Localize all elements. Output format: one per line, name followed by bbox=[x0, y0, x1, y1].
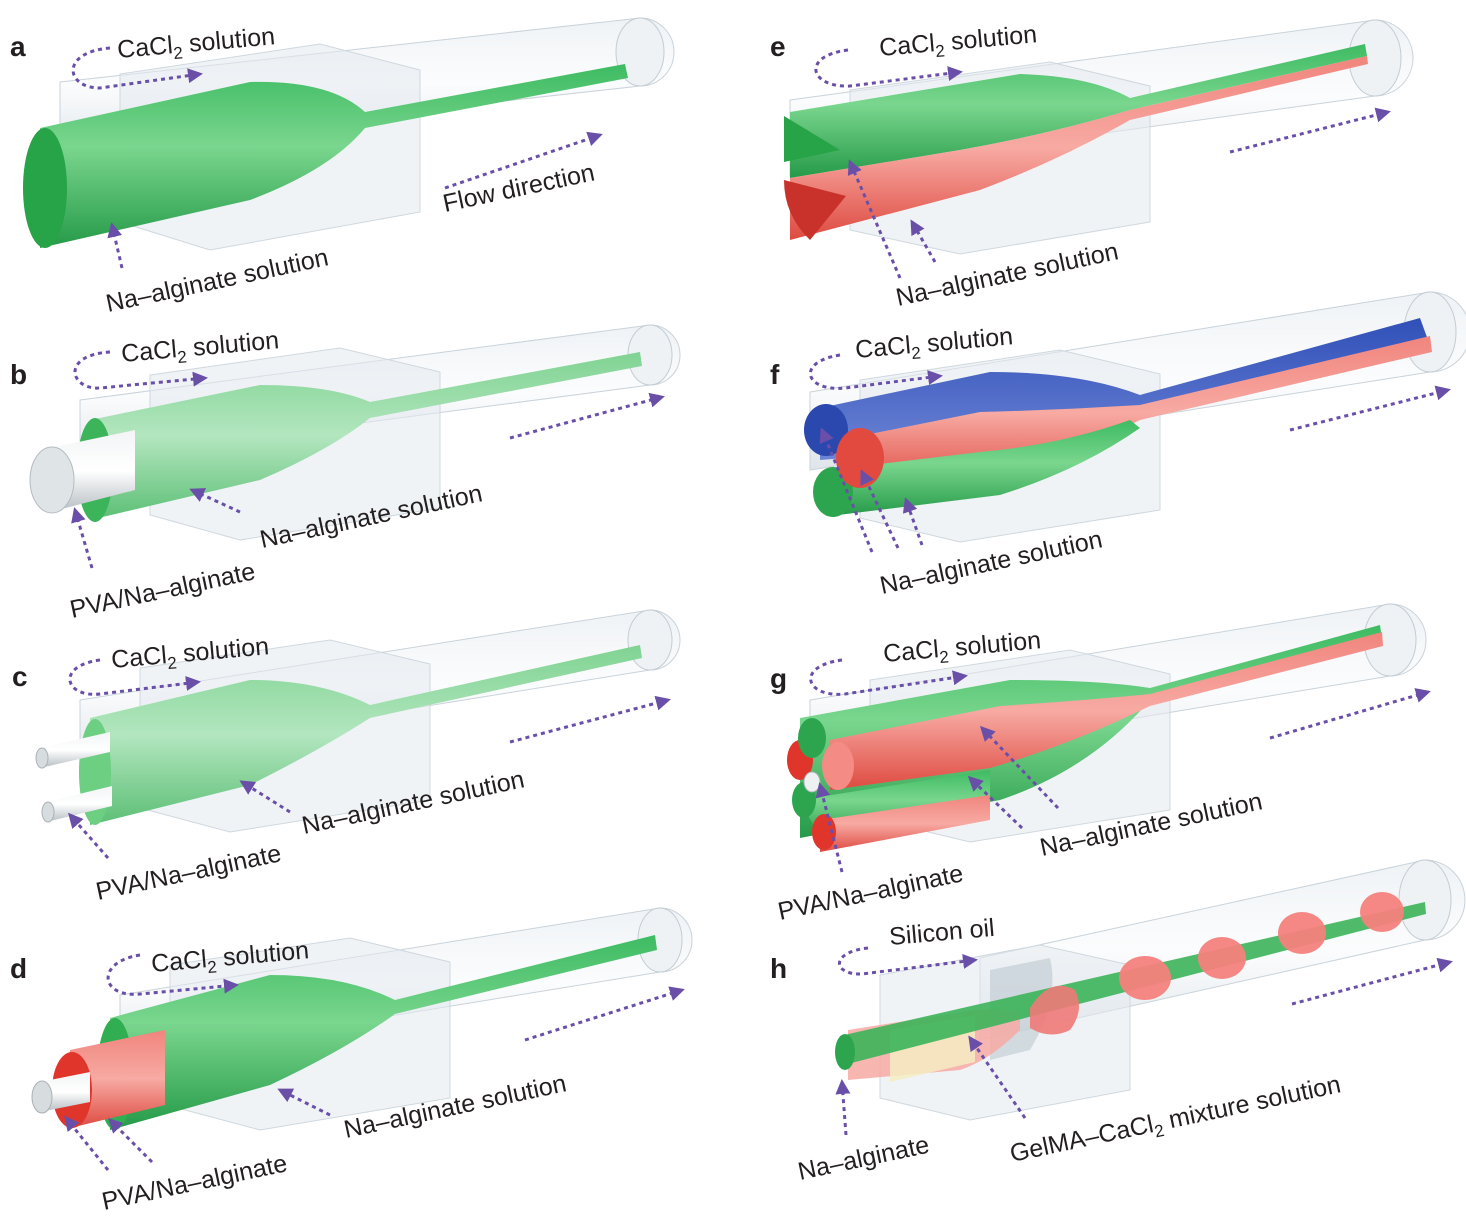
flow-arrow-h bbox=[1291, 957, 1453, 1006]
flow-direction-label: Flow direction bbox=[440, 158, 597, 217]
pva-label-c: PVA/Na–alginate bbox=[93, 839, 283, 906]
cacl2-label-d: CaCl2 solution bbox=[150, 936, 310, 982]
cacl2-label-f: CaCl2 solution bbox=[854, 322, 1014, 368]
pva-arrow-c bbox=[68, 812, 110, 859]
panel-label-b: b bbox=[10, 359, 27, 390]
cacl2-label-g: CaCl2 solution bbox=[882, 626, 1042, 672]
na-arrow-d bbox=[277, 1088, 331, 1117]
pva-arrow-d-1 bbox=[64, 1115, 110, 1171]
pva-arrow-d-2 bbox=[107, 1117, 154, 1164]
panel-g: g CaCl2 solution Na–alginate solution PV… bbox=[770, 603, 1431, 926]
cacl2-label-a: CaCl2 solution bbox=[116, 22, 276, 68]
flow-arrow-f bbox=[1289, 385, 1451, 432]
cacl2-swirl-a bbox=[71, 46, 203, 90]
panel-d: d CaCl2 solution Na–alginate solution PV… bbox=[10, 907, 693, 1216]
panel-h: h Silicon oil Na–alginate GelMA–CaCl2 mi… bbox=[770, 859, 1466, 1186]
panel-label-d: d bbox=[10, 953, 27, 984]
panel-label-a: a bbox=[10, 31, 26, 62]
panel-label-e: e bbox=[770, 31, 786, 62]
pva-label-d: PVA/Na–alginate bbox=[99, 1149, 289, 1216]
pva-label-g: PVA/Na–alginate bbox=[775, 859, 965, 926]
two-phase-stream-e bbox=[784, 44, 1368, 240]
flow-arrow-c bbox=[509, 695, 671, 744]
alginate-stream-a bbox=[23, 64, 628, 248]
na-arrow-e-1 bbox=[847, 159, 902, 279]
multi-stream-g bbox=[787, 625, 1383, 852]
na-arrow-f-2 bbox=[860, 469, 900, 549]
gelma-droplets-h bbox=[1119, 892, 1404, 1000]
panel-c: c CaCl2 solution Na–alginate solution PV… bbox=[12, 609, 681, 906]
na-label-a: Na–alginate solution bbox=[103, 243, 330, 317]
pva-inner-tube-b bbox=[29, 430, 135, 514]
gel-arrow-h bbox=[968, 1035, 1027, 1119]
panel-label-f: f bbox=[770, 359, 780, 390]
na-arrow-c bbox=[239, 780, 291, 814]
oil-swirl-h bbox=[838, 946, 978, 976]
panel-label-g: g bbox=[770, 663, 787, 694]
na-arrow-h bbox=[835, 1079, 851, 1136]
na-alginate-label-h: Na–alginate bbox=[795, 1131, 931, 1186]
flow-arrow-a bbox=[444, 131, 603, 190]
na-label-e: Na–alginate solution bbox=[893, 237, 1120, 311]
panel-e: e CaCl2 solution Na–alginate solution bbox=[770, 19, 1414, 312]
panel-label-h: h bbox=[770, 953, 787, 984]
cacl2-swirl-g bbox=[809, 658, 968, 696]
flow-arrow-d bbox=[524, 986, 685, 1042]
cacl2-swirl-b bbox=[73, 350, 208, 390]
pva-arrow-b bbox=[71, 507, 94, 569]
cacl2-swirl-c bbox=[68, 658, 201, 696]
cacl2-swirl-f bbox=[808, 353, 943, 390]
pva-tube-d bbox=[31, 1030, 165, 1128]
flow-arrow-b bbox=[509, 392, 665, 440]
panel-b: b CaCl2 solution Na–alginate solution PV… bbox=[10, 324, 681, 624]
flow-arrow-e bbox=[1229, 107, 1391, 154]
flow-arrow-g bbox=[1269, 688, 1431, 740]
pva-label-b: PVA/Na–alginate bbox=[67, 557, 257, 624]
na-arrow-f-1 bbox=[819, 427, 874, 553]
na-arrow-b bbox=[189, 488, 241, 514]
panel-f: f CaCl2 solution Na–alginate solution bbox=[770, 291, 1466, 600]
pva-tubes-c bbox=[35, 732, 112, 823]
pva-arrow-g bbox=[815, 782, 844, 873]
na-arrow-g-1 bbox=[979, 725, 1060, 810]
silicon-oil-label: Silicon oil bbox=[888, 914, 996, 951]
panel-label-c: c bbox=[12, 661, 28, 692]
panel-a: a CaCl2 solution Flow direction Na–algin… bbox=[10, 17, 675, 318]
na-arrow-a bbox=[107, 222, 124, 269]
cacl2-label-e: CaCl2 solution bbox=[878, 20, 1038, 66]
